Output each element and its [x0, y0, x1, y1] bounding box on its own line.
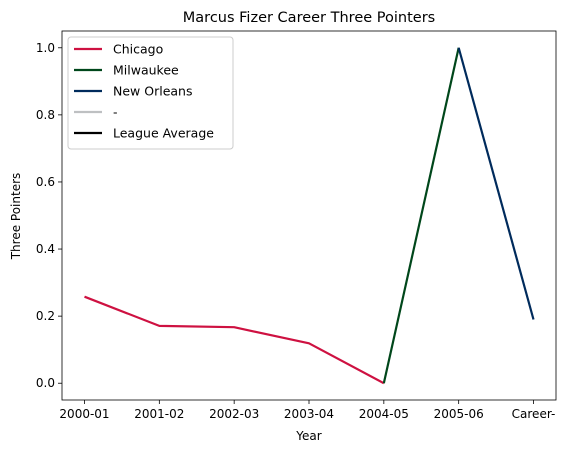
plot-area: 0.0 0.2 0.4 0.6 0.8 1.0 2000-01 2001-02 2002-03 2… [36, 30, 557, 421]
y-tick-label: 1.0 [36, 41, 55, 55]
x-tick-label: 2004-05 [359, 407, 409, 421]
y-axis-title: Three Pointers [9, 173, 23, 261]
legend-label-new-orleans: New Orleans [113, 84, 192, 99]
y-tick-label: 0.8 [36, 108, 55, 122]
legend: Chicago Milwaukee New Orleans - League Avera… [67, 36, 234, 150]
y-tick-label: 0.0 [36, 376, 55, 390]
legend-box [67, 36, 234, 150]
x-tick-label: 2003-04 [284, 407, 334, 421]
x-axis-title: Year [295, 429, 321, 443]
x-tick-label: 2005-06 [434, 407, 484, 421]
x-tick-label: Career- [512, 407, 556, 421]
series-line-new-orleans [457, 47, 535, 320]
series-line-milwaukee [382, 47, 460, 384]
legend-label-milwaukee: Milwaukee [113, 63, 179, 78]
chart-title: Marcus Fizer Career Three Pointers [183, 10, 435, 26]
y-tick-label: 0.2 [36, 309, 55, 323]
y-tick-label: 0.4 [36, 242, 55, 256]
legend-label-chicago: Chicago [113, 42, 163, 57]
x-tick-label: 2000-01 [59, 407, 109, 421]
x-tick-label: 2001-02 [134, 407, 184, 421]
x-tick-label: 2002-03 [209, 407, 259, 421]
series-line-chicago [84, 295, 385, 385]
y-tick-label: 0.6 [36, 175, 55, 189]
legend-label-league-average: League Average [113, 126, 214, 141]
legend-label-dash: - [113, 105, 118, 120]
